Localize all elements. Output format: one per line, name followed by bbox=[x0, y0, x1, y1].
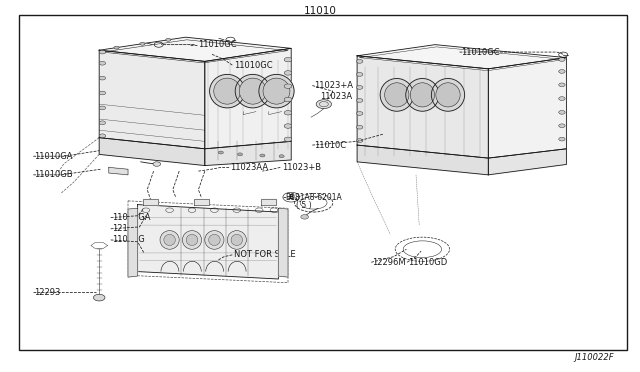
Circle shape bbox=[356, 86, 363, 89]
Polygon shape bbox=[261, 199, 276, 205]
Circle shape bbox=[356, 73, 363, 76]
Circle shape bbox=[260, 154, 265, 157]
Text: 12296M: 12296M bbox=[372, 258, 406, 267]
Circle shape bbox=[356, 99, 363, 102]
Ellipse shape bbox=[263, 78, 290, 104]
Text: NOT FOR SALE: NOT FOR SALE bbox=[234, 250, 295, 259]
Circle shape bbox=[284, 137, 292, 142]
Circle shape bbox=[559, 58, 565, 61]
Text: 12293: 12293 bbox=[34, 288, 60, 296]
Text: 11010G: 11010G bbox=[112, 235, 145, 244]
Circle shape bbox=[301, 215, 308, 219]
Circle shape bbox=[284, 110, 292, 115]
Circle shape bbox=[99, 61, 106, 65]
Circle shape bbox=[99, 106, 106, 110]
Text: 11010GA: 11010GA bbox=[112, 213, 150, 222]
Ellipse shape bbox=[227, 231, 246, 249]
Ellipse shape bbox=[164, 234, 175, 246]
Circle shape bbox=[559, 97, 565, 100]
Ellipse shape bbox=[214, 78, 241, 104]
Polygon shape bbox=[488, 149, 566, 175]
Circle shape bbox=[284, 57, 292, 62]
Text: 11023A: 11023A bbox=[320, 92, 352, 101]
Text: 11010GC: 11010GC bbox=[461, 48, 499, 57]
Polygon shape bbox=[128, 208, 138, 277]
Text: B081A8-6201A: B081A8-6201A bbox=[285, 193, 342, 202]
Ellipse shape bbox=[209, 234, 220, 246]
Ellipse shape bbox=[431, 78, 465, 111]
Circle shape bbox=[166, 38, 171, 41]
Polygon shape bbox=[488, 58, 566, 158]
Circle shape bbox=[284, 84, 292, 89]
Polygon shape bbox=[109, 167, 128, 175]
Ellipse shape bbox=[210, 74, 244, 108]
Circle shape bbox=[559, 110, 565, 114]
Circle shape bbox=[559, 70, 565, 73]
Text: J110022F: J110022F bbox=[575, 353, 614, 362]
Ellipse shape bbox=[259, 74, 294, 108]
Text: 11023AA: 11023AA bbox=[230, 163, 269, 172]
Polygon shape bbox=[357, 45, 566, 69]
Ellipse shape bbox=[182, 231, 202, 249]
Ellipse shape bbox=[385, 83, 409, 107]
Ellipse shape bbox=[205, 231, 224, 249]
Circle shape bbox=[153, 162, 161, 166]
Text: 11010GA: 11010GA bbox=[34, 152, 72, 161]
Ellipse shape bbox=[231, 234, 243, 246]
Circle shape bbox=[140, 42, 145, 45]
Text: 11023+B: 11023+B bbox=[282, 163, 321, 172]
Circle shape bbox=[218, 151, 223, 154]
Circle shape bbox=[284, 124, 292, 128]
Ellipse shape bbox=[436, 83, 460, 107]
Circle shape bbox=[99, 134, 106, 138]
Polygon shape bbox=[99, 50, 205, 149]
Polygon shape bbox=[143, 199, 158, 205]
Text: 11010GC: 11010GC bbox=[198, 40, 237, 49]
Polygon shape bbox=[278, 208, 288, 277]
Polygon shape bbox=[138, 205, 278, 279]
Circle shape bbox=[356, 139, 363, 142]
Circle shape bbox=[99, 121, 106, 125]
Polygon shape bbox=[205, 48, 291, 149]
Circle shape bbox=[99, 76, 106, 80]
Ellipse shape bbox=[410, 83, 435, 107]
Text: 11010: 11010 bbox=[303, 6, 337, 16]
Circle shape bbox=[559, 124, 565, 128]
Circle shape bbox=[316, 100, 332, 109]
Circle shape bbox=[99, 50, 106, 54]
Ellipse shape bbox=[239, 78, 266, 104]
Circle shape bbox=[356, 125, 363, 129]
Ellipse shape bbox=[406, 78, 439, 111]
Polygon shape bbox=[205, 141, 291, 166]
Text: 11010GD: 11010GD bbox=[408, 258, 447, 267]
Circle shape bbox=[284, 97, 292, 102]
Text: B: B bbox=[289, 194, 294, 200]
Text: 11010GC: 11010GC bbox=[234, 61, 272, 70]
Polygon shape bbox=[357, 56, 488, 158]
Circle shape bbox=[284, 71, 292, 75]
Text: 11023+A: 11023+A bbox=[314, 81, 353, 90]
Circle shape bbox=[356, 112, 363, 115]
Ellipse shape bbox=[160, 231, 179, 249]
Ellipse shape bbox=[186, 234, 198, 246]
Text: 11010GB: 11010GB bbox=[34, 170, 72, 179]
Polygon shape bbox=[194, 199, 209, 205]
Ellipse shape bbox=[236, 74, 271, 108]
Circle shape bbox=[356, 60, 363, 63]
Circle shape bbox=[279, 155, 284, 158]
Text: 12121: 12121 bbox=[112, 224, 138, 233]
Circle shape bbox=[93, 294, 105, 301]
Polygon shape bbox=[99, 37, 291, 61]
Circle shape bbox=[237, 153, 243, 156]
Text: ( 5 ): ( 5 ) bbox=[296, 201, 311, 210]
Circle shape bbox=[559, 137, 565, 141]
Ellipse shape bbox=[380, 78, 413, 111]
Polygon shape bbox=[357, 145, 488, 175]
Circle shape bbox=[114, 46, 119, 49]
Polygon shape bbox=[99, 138, 205, 166]
Circle shape bbox=[99, 91, 106, 95]
Text: 11010C: 11010C bbox=[314, 141, 346, 150]
Circle shape bbox=[559, 83, 565, 87]
